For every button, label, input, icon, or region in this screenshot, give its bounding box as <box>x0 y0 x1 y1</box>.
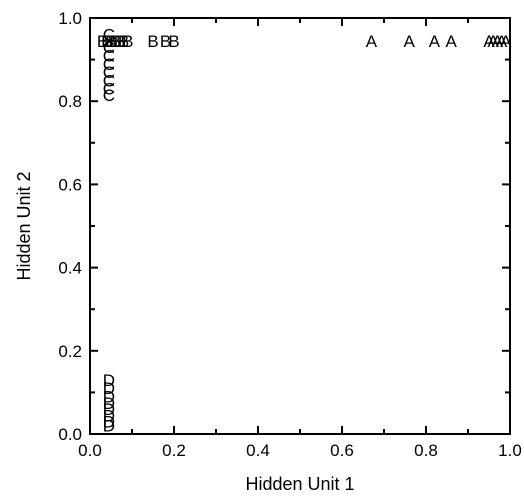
point-a: A <box>483 32 495 51</box>
point-d: D <box>103 379 115 398</box>
point-d: D <box>103 406 115 425</box>
point-b: B <box>168 32 179 51</box>
point-a: A <box>496 32 508 51</box>
point-a: A <box>500 32 512 51</box>
point-d: D <box>103 371 115 390</box>
y-tick-label: 0.4 <box>58 259 82 278</box>
point-c: C <box>103 38 115 57</box>
point-b: B <box>110 32 121 51</box>
point-c: C <box>103 63 115 82</box>
point-c: C <box>103 86 115 105</box>
y-tick-label: 0.0 <box>58 425 82 444</box>
point-c: C <box>103 55 115 74</box>
point-a: A <box>366 32 378 51</box>
plot-frame <box>89 17 511 435</box>
x-tick-label: 0.4 <box>246 441 270 460</box>
point-b: B <box>97 32 108 51</box>
y-tick-label: 0.6 <box>58 175 82 194</box>
point-a: A <box>429 32 441 51</box>
point-b: B <box>147 32 158 51</box>
axis-ticks <box>89 17 511 435</box>
x-tick-label: 1.0 <box>498 441 522 460</box>
point-a: A <box>488 32 500 51</box>
point-a: A <box>404 32 416 51</box>
point-d: D <box>103 417 115 436</box>
x-axis-label: Hidden Unit 1 <box>245 474 354 494</box>
y-tick-label: 0.8 <box>58 92 82 111</box>
x-tick-labels: 0.0 0.2 0.4 0.6 0.8 1.0 <box>78 441 522 460</box>
point-b: B <box>114 32 125 51</box>
y-axis-label: Hidden Unit 2 <box>14 171 34 280</box>
x-tick-label: 0.6 <box>330 441 354 460</box>
point-d: D <box>103 388 115 407</box>
point-d: D <box>103 413 115 432</box>
point-c: C <box>103 80 115 99</box>
point-d: D <box>103 400 115 419</box>
point-a: A <box>492 32 504 51</box>
point-a: A <box>446 32 458 51</box>
point-b: B <box>118 32 129 51</box>
point-b: B <box>160 32 171 51</box>
point-c: C <box>103 71 115 90</box>
x-tick-label: 0.0 <box>78 441 102 460</box>
x-tick-label: 0.2 <box>162 441 186 460</box>
y-tick-labels: 0.0 0.2 0.4 0.6 0.8 1.0 <box>58 9 82 444</box>
point-c: C <box>103 26 115 45</box>
point-b: B <box>105 32 116 51</box>
point-c: C <box>103 46 115 65</box>
y-tick-label: 1.0 <box>58 9 82 28</box>
x-tick-label: 0.8 <box>414 441 438 460</box>
point-d: D <box>103 394 115 413</box>
point-b: B <box>122 32 133 51</box>
point-b: B <box>101 32 112 51</box>
y-tick-label: 0.2 <box>58 342 82 361</box>
